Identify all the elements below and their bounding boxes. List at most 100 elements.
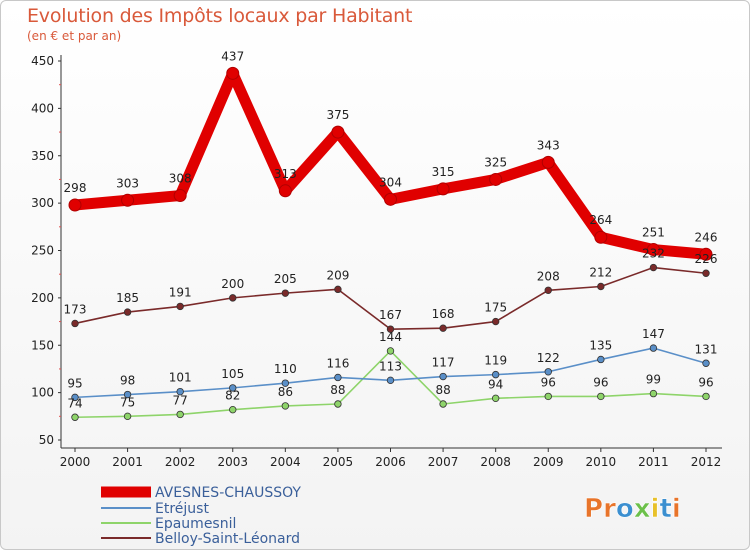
data-label: 96 xyxy=(593,375,608,389)
data-label: 86 xyxy=(278,385,293,399)
y-tick-label: 350 xyxy=(31,149,54,163)
data-point xyxy=(386,325,395,333)
x-tick-label: 2005 xyxy=(323,455,354,469)
proxiti-logo: Proxiti xyxy=(584,494,681,525)
legend-label: Etréjust xyxy=(155,501,209,517)
data-label: 191 xyxy=(169,285,192,299)
data-point xyxy=(436,182,450,196)
data-point xyxy=(439,372,447,381)
data-point xyxy=(384,192,397,206)
data-label: 208 xyxy=(537,269,560,283)
data-point xyxy=(491,370,500,379)
data-point xyxy=(439,324,447,332)
data-point xyxy=(544,368,552,376)
data-label: 101 xyxy=(169,371,192,385)
data-point xyxy=(123,412,132,421)
legend-label: Belloy-Saint-Léonard xyxy=(155,531,300,547)
data-point xyxy=(173,189,187,203)
data-label: 375 xyxy=(326,108,349,122)
data-point xyxy=(278,184,292,198)
data-point xyxy=(176,387,184,396)
data-label: 315 xyxy=(432,165,455,179)
series-lines xyxy=(68,66,713,421)
data-point xyxy=(123,390,132,399)
data-point xyxy=(281,289,290,297)
data-label: 303 xyxy=(116,176,139,190)
data-label: 168 xyxy=(432,307,455,321)
data-point xyxy=(176,302,184,311)
data-label: 77 xyxy=(173,393,188,407)
data-point xyxy=(597,355,605,364)
legend-label: AVESNES-CHAUSSOY xyxy=(155,485,301,501)
data-label: 226 xyxy=(695,252,718,266)
data-label: 185 xyxy=(116,291,139,305)
x-tick-label: 2001 xyxy=(112,455,143,469)
y-tick-label: 450 xyxy=(31,54,54,68)
data-label: 88 xyxy=(435,383,450,397)
data-label: 110 xyxy=(274,362,297,376)
data-label: 122 xyxy=(537,351,560,365)
data-point xyxy=(541,155,555,169)
x-tick-label: 2011 xyxy=(638,455,669,469)
data-point xyxy=(386,376,395,385)
data-label: 232 xyxy=(642,247,665,261)
data-label: 325 xyxy=(484,155,507,169)
data-label: 117 xyxy=(432,356,455,370)
data-label: 147 xyxy=(642,327,665,341)
data-label: 304 xyxy=(379,175,402,189)
data-label: 144 xyxy=(379,330,402,344)
data-point xyxy=(229,294,237,302)
data-point xyxy=(544,392,552,401)
data-label: 75 xyxy=(120,395,135,409)
data-point xyxy=(649,263,658,272)
data-label: 119 xyxy=(484,354,507,368)
data-point xyxy=(491,394,500,403)
data-label: 74 xyxy=(67,396,82,410)
x-tick-label: 2003 xyxy=(217,455,248,469)
data-label: 205 xyxy=(274,272,297,286)
data-label: 105 xyxy=(221,367,244,381)
data-point xyxy=(334,400,342,408)
data-point xyxy=(646,243,660,257)
data-label: 246 xyxy=(695,230,718,244)
data-point xyxy=(281,402,290,410)
y-tick-label: 150 xyxy=(31,338,54,352)
data-labels: 173 185 191 200 205 209 167 168 175 208 212 232 226 7… xyxy=(64,49,718,410)
data-point xyxy=(594,230,608,244)
data-label: 95 xyxy=(67,376,82,390)
data-point xyxy=(121,193,135,207)
data-label: 98 xyxy=(120,374,135,388)
data-label: 113 xyxy=(379,359,402,373)
x-tick-label: 2008 xyxy=(480,455,511,469)
data-point xyxy=(68,198,82,212)
y-tick-label: 400 xyxy=(31,101,54,115)
axes: 50 100 150 200 250 300 350 400 450 2000 2001 2002 20… xyxy=(31,54,722,469)
legend: AVESNES-CHAUSSOYEtréjustEpaumesnilBelloy… xyxy=(101,485,301,547)
data-point xyxy=(331,125,345,139)
legend-label: Epaumesnil xyxy=(155,516,236,532)
data-point xyxy=(439,400,447,408)
data-point xyxy=(334,285,342,294)
data-label: 131 xyxy=(695,342,718,356)
x-tick-label: 2009 xyxy=(533,455,564,469)
data-label: 175 xyxy=(484,301,507,315)
data-label: 99 xyxy=(646,373,661,387)
data-point xyxy=(699,247,713,261)
x-tick-label: 2002 xyxy=(165,455,196,469)
data-point xyxy=(649,389,658,398)
data-point xyxy=(597,392,605,401)
data-point xyxy=(71,393,79,402)
data-point xyxy=(71,319,79,328)
data-point xyxy=(491,317,500,326)
x-tick-label: 2004 xyxy=(270,455,301,469)
data-point xyxy=(226,66,240,80)
data-label: 135 xyxy=(589,338,612,352)
data-point xyxy=(702,269,710,277)
data-point xyxy=(71,413,79,421)
y-tick-label: 300 xyxy=(31,196,54,210)
data-label: 308 xyxy=(169,172,192,186)
data-point xyxy=(229,405,237,414)
data-point xyxy=(386,347,395,355)
data-label: 96 xyxy=(541,375,556,389)
